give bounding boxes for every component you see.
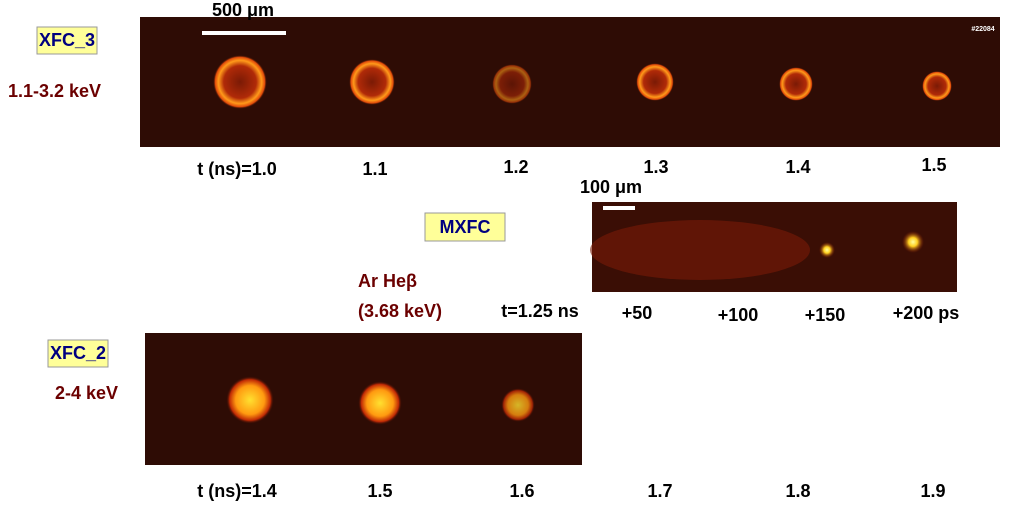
time-label: +200 ps — [893, 303, 960, 323]
time-label: 1.3 — [643, 157, 668, 177]
blob — [358, 381, 402, 425]
camera-label: XFC_3 — [39, 30, 95, 50]
time-label: 1.5 — [367, 481, 392, 501]
image-strip — [140, 17, 1000, 147]
time-label: t (ns)=1.4 — [197, 481, 277, 501]
time-label: 1.2 — [503, 157, 528, 177]
time-labels: t=1.25 ns +50 +100 +150 +200 ps — [501, 301, 959, 325]
scale-label: 100 μm — [580, 177, 642, 197]
time-label: +50 — [622, 303, 653, 323]
camera-label: MXFC — [440, 217, 491, 237]
time-label: 1.6 — [509, 481, 534, 501]
ring — [492, 64, 532, 104]
time-label: 1.4 — [785, 157, 810, 177]
glow — [590, 220, 810, 280]
ring — [636, 63, 674, 101]
ring — [349, 59, 395, 105]
camera-label: XFC_2 — [50, 343, 106, 363]
time-labels: t (ns)=1.4 1.5 1.6 1.7 1.8 1.9 — [197, 481, 945, 501]
spot — [819, 242, 835, 258]
line-energy: (3.68 keV) — [358, 301, 442, 321]
time-label: 1.5 — [921, 155, 946, 175]
time-label: 1.9 — [920, 481, 945, 501]
ring — [213, 55, 267, 109]
spot — [902, 231, 924, 253]
time-label: 1.7 — [647, 481, 672, 501]
scale-label: 500 μm — [212, 0, 274, 20]
blob — [226, 376, 274, 424]
time-label: +100 — [718, 305, 759, 325]
line-label: Ar Heβ — [358, 271, 417, 291]
time-label: +150 — [805, 305, 846, 325]
time-labels: t (ns)=1.0 1.1 1.2 1.3 1.4 1.5 — [197, 155, 946, 179]
figure: 500 μm #22084 XFC_3 1.1-3.2 keV t (ns)=1… — [0, 0, 1023, 506]
ring — [779, 67, 813, 101]
time-label: t=1.25 ns — [501, 301, 579, 321]
energy-label: 2-4 keV — [55, 383, 118, 403]
time-label: 1.1 — [362, 159, 387, 179]
time-label: 1.8 — [785, 481, 810, 501]
energy-label: 1.1-3.2 keV — [8, 81, 101, 101]
time-label: t (ns)=1.0 — [197, 159, 277, 179]
ring — [922, 71, 952, 101]
shot-number: #22084 — [971, 26, 994, 33]
blob — [501, 388, 535, 422]
